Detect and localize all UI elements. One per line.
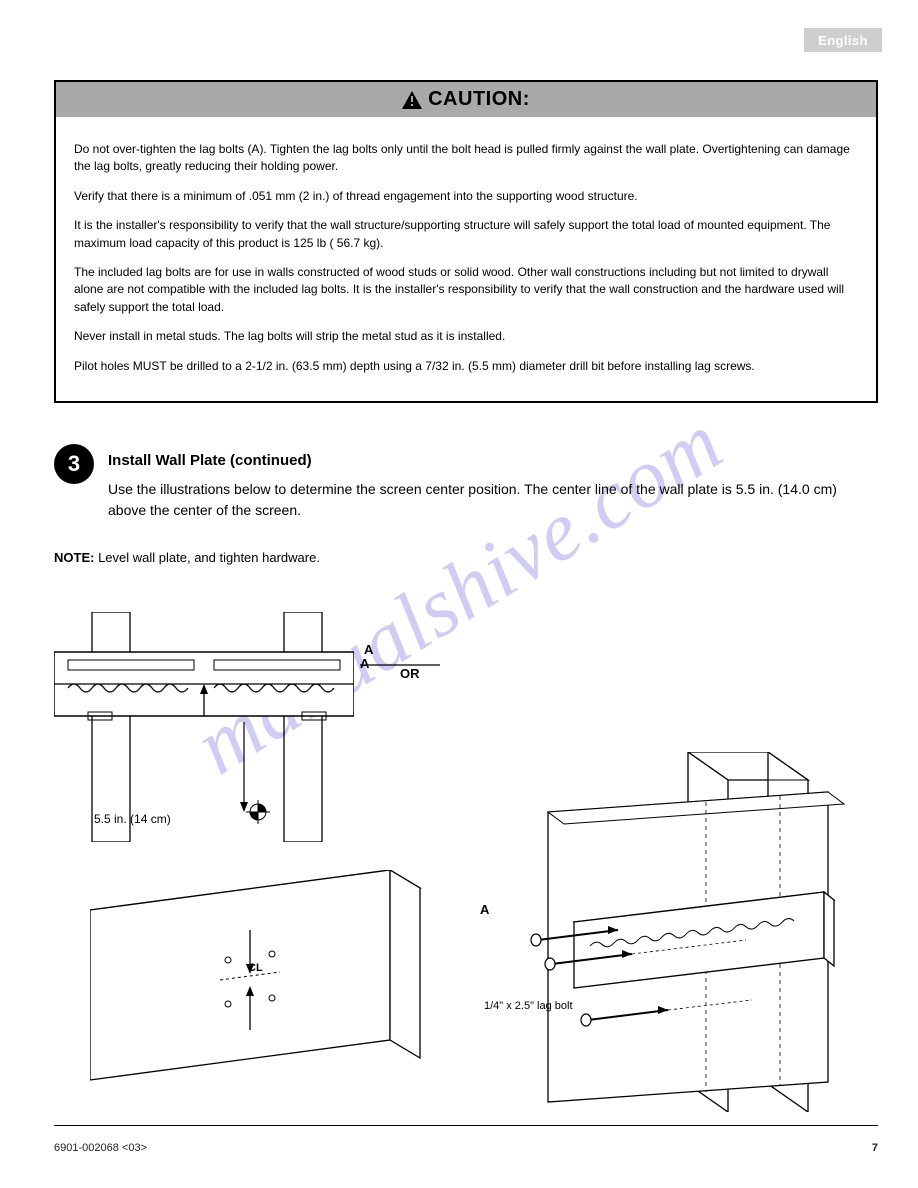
caution-para-2: It is the installer's responsibility to … bbox=[74, 217, 858, 252]
diag1-callout-A-alt: A bbox=[360, 656, 369, 671]
diagram-wallplate-studs: A 5.5 in. (14 cm) bbox=[54, 612, 354, 847]
step-note: NOTE: Level wall plate, and tighten hard… bbox=[54, 550, 320, 565]
step-row: 3 Install Wall Plate (continued) Use the… bbox=[54, 450, 878, 521]
step-note-text: Level wall plate, and tighten hardware. bbox=[98, 550, 320, 565]
caution-para-1: Verify that there is a minimum of .051 m… bbox=[74, 188, 858, 205]
caution-para-4: Never install in metal studs. The lag bo… bbox=[74, 328, 858, 345]
or-label: OR bbox=[400, 666, 420, 681]
caution-header: CAUTION: bbox=[56, 82, 876, 117]
caution-header-text: CAUTION: bbox=[428, 88, 530, 111]
step-title: Install Wall Plate (continued) bbox=[108, 450, 878, 473]
language-tab: English bbox=[804, 28, 882, 52]
caution-para-3: The included lag bolts are for use in wa… bbox=[74, 264, 858, 316]
diag3-callout-A: A bbox=[480, 902, 489, 917]
step-number-circle: 3 bbox=[54, 444, 94, 484]
diag2-cl-label: CL bbox=[248, 962, 263, 974]
diagram-wallplate-single-stud: A 1/4" x 2.5" lag bolt bbox=[508, 752, 868, 1117]
step-text: Install Wall Plate (continued) Use the i… bbox=[108, 450, 878, 521]
or-separator-line bbox=[360, 664, 440, 666]
caution-box: CAUTION: Do not over-tighten the lag bol… bbox=[54, 80, 878, 403]
diag1-offset-label: 5.5 in. (14 cm) bbox=[94, 812, 171, 826]
footer-page-number: 7 bbox=[872, 1142, 878, 1154]
caution-para-0: Do not over-tighten the lag bolts (A). T… bbox=[74, 141, 858, 176]
caution-para-5: Pilot holes MUST be drilled to a 2-1/2 i… bbox=[74, 358, 858, 375]
caution-body: Do not over-tighten the lag bolts (A). T… bbox=[56, 117, 876, 401]
warning-icon bbox=[402, 91, 422, 109]
diagram-tv-centerline: CL bbox=[90, 870, 430, 1095]
step-paragraph: Use the illustrations below to determine… bbox=[108, 481, 837, 518]
diag3-lag-bolt-label: 1/4" x 2.5" lag bolt bbox=[484, 1000, 573, 1012]
diag1-callout-A: A bbox=[364, 642, 373, 657]
step-note-bold: NOTE: bbox=[54, 550, 94, 565]
footer-line bbox=[54, 1125, 878, 1126]
footer-doc-id: 6901-002068 <03> bbox=[54, 1142, 147, 1154]
footer: 6901-002068 <03> 7 bbox=[54, 1142, 878, 1154]
